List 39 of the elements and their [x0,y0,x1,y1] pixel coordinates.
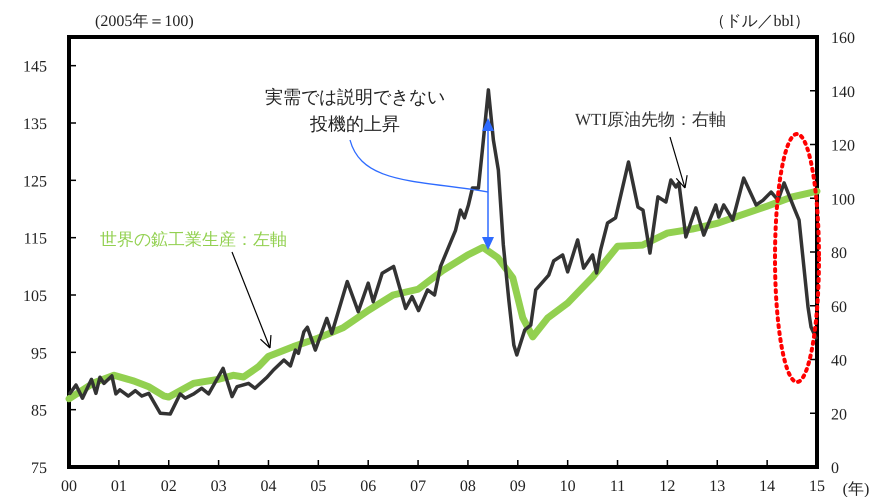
text: WTI原油先物：右軸 [575,110,726,129]
x-tick-label: 01 [110,478,127,495]
x-tick-label: 06 [360,478,376,495]
y-tick-label: 105 [23,288,47,305]
x-tick-label: 12 [659,478,676,495]
x-tick-label: 09 [510,478,526,495]
y2-tick-label: 20 [831,406,847,424]
text: 世界の鉱工業生産：左軸 [100,230,287,249]
y2-tick-label: 60 [831,298,847,316]
annotation: 投機的上昇 [309,114,400,134]
y2-tick-label: 40 [831,352,847,370]
x-tick-label: 02 [160,478,177,495]
x-tick-label: 00 [61,478,77,495]
y2-tick-label: 0 [831,460,839,477]
y2-tick-label: 100 [831,191,855,208]
y-axis-title: (2005年＝100) [95,13,194,30]
y-tick-label: 115 [24,230,47,248]
y2-tick-label: 120 [831,138,855,154]
x-tick-label: 08 [460,478,476,495]
x-tick-label: 14 [759,478,776,495]
annotation: 実需では説明できない [265,87,445,107]
y2-tick-label: 160 [831,30,855,47]
x-tick-label: 07 [410,478,426,495]
x-tick-label: 15 [809,478,825,495]
x-tick-label: 03 [210,478,227,495]
y-tick-label: 125 [23,173,47,190]
y2-tick-label: 80 [831,245,847,262]
x-tick-label: 05 [310,478,326,495]
y-tick-label: 135 [23,116,47,133]
y-tick-label: 75 [31,460,47,477]
x-tick-label: 04 [260,478,276,495]
x-tick-label: 13 [709,478,726,495]
y-tick-label: 85 [31,402,47,420]
x-tick-label: 10 [560,478,576,495]
y2-tick-label: 140 [831,84,855,101]
x-tick-label: 11 [610,478,626,495]
y2-axis-title: （ドル／bbl） [710,13,810,30]
y-tick-label: 95 [31,345,47,362]
y-tick-label: 145 [23,58,47,76]
